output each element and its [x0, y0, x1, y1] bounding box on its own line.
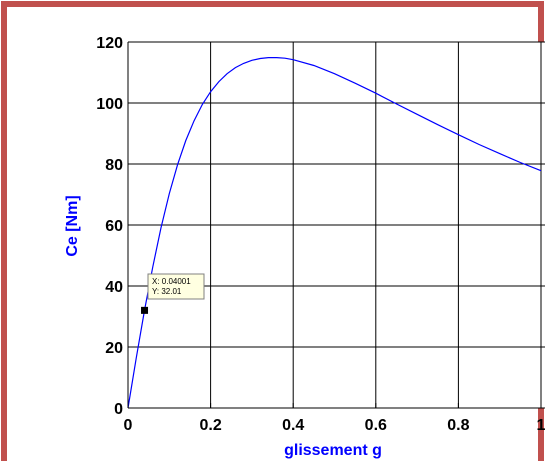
- y-tick-label: 100: [96, 96, 123, 113]
- x-tick-label: 0.2: [199, 417, 221, 434]
- datatip-x-text: X: 0.04001: [152, 277, 191, 286]
- y-tick-label: 80: [105, 157, 123, 174]
- x-tick-label: 0: [124, 417, 133, 434]
- x-axis-label: glissement g: [284, 442, 382, 459]
- x-tick-label: 1: [537, 417, 545, 434]
- tick-labels: 0 0.2 0.4 0.6 0.8 1 0 20 40 60 80 100 120: [96, 35, 545, 434]
- x-tick-label: 0.8: [447, 417, 469, 434]
- torque-curve: [127, 56, 542, 409]
- x-tick-label: 0.6: [365, 417, 387, 434]
- y-tick-label: 40: [105, 279, 123, 296]
- y-tick-label: 60: [105, 218, 123, 235]
- series-group: [127, 56, 542, 409]
- y-tick-label: 120: [96, 35, 123, 52]
- x-tick-label: 0.4: [282, 417, 304, 434]
- datatip-box[interactable]: [147, 273, 205, 300]
- y-tick-label: 0: [114, 401, 123, 418]
- axes: [127, 41, 545, 409]
- datatip-y-text: Y: 32.01: [152, 287, 182, 296]
- y-axis-label: Ce [Nm]: [64, 195, 81, 256]
- y-tick-label: 20: [105, 340, 123, 357]
- datatip-marker[interactable]: [141, 306, 149, 314]
